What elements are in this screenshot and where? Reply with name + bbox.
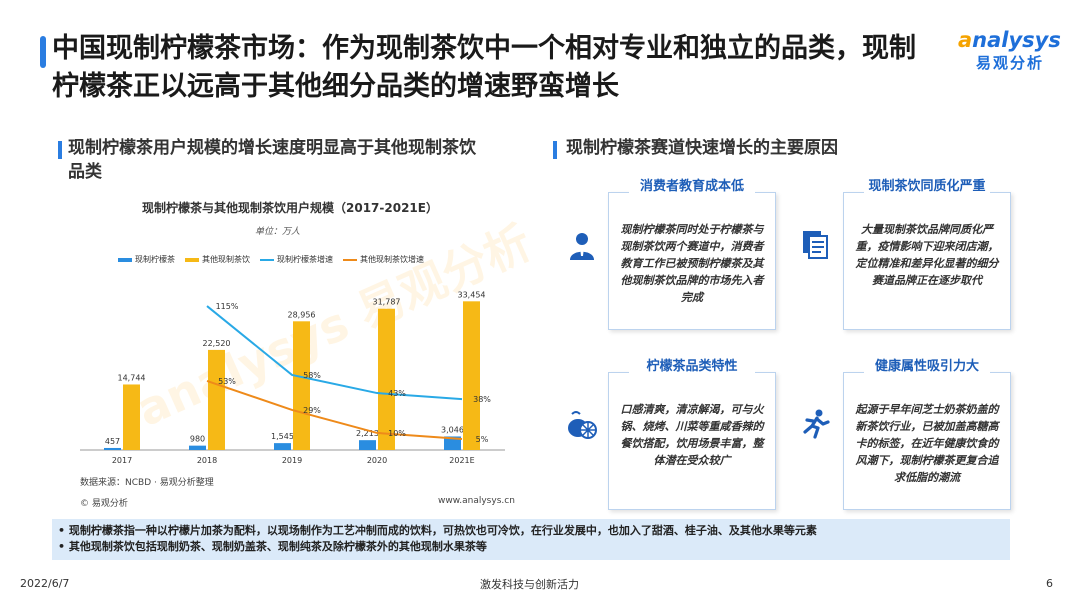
x-tick-label: 2020 (367, 456, 387, 465)
bar-other-tea (378, 308, 395, 450)
x-tick-label: 2018 (197, 456, 217, 465)
chart-unit: 单位：万人 (255, 227, 301, 237)
logo-wordmark: nalysys (972, 28, 1061, 52)
line-lemon-growth (206, 305, 463, 401)
bar-label-other-tea: 31,787 (373, 298, 401, 307)
note-item-definition: • 现制柠檬茶指一种以柠檬片加茶为配料，以现场制作为工艺冲制而成的饮料，可热饮也… (58, 524, 817, 537)
footer-date: 2022/6/7 (20, 577, 70, 590)
chart-title: 现制柠檬茶与其他现制茶饮用户规模（2017-2021E） (142, 201, 438, 215)
legend-swatch-other-tea (185, 257, 199, 262)
point-label-other-growth: 5% (476, 435, 489, 444)
lemon-icon (568, 411, 597, 439)
note-item-other: • 其他现制茶饮包括现制奶茶、现制奶盖茶、现制纯茶及除柠檬茶外的其他现制水果茶等 (58, 540, 487, 553)
bar-label-other-tea: 22,520 (203, 339, 231, 348)
bar-label-other-tea: 14,744 (118, 373, 146, 382)
legend-other-growth: 其他现制茶饮增速 (343, 254, 424, 265)
chart-url: www.analysys.cn (438, 496, 515, 506)
note-text: 其他现制茶饮包括现制奶茶、现制奶盖茶、现制纯茶及除柠檬茶外的其他现制水果茶等 (68, 540, 487, 553)
x-tick-label: 2017 (112, 456, 132, 465)
bar-label-lemon-tea: 457 (105, 437, 120, 446)
reason-title: 柠檬茶品类特性 (629, 359, 755, 375)
bar-lemon-tea (444, 436, 461, 450)
bar-label-other-tea: 33,454 (458, 290, 486, 299)
title-accent-bar (40, 36, 46, 68)
legend-swatch-lemon-tea (118, 257, 132, 262)
reason-card-health: 健康属性吸引力大 起源于早年间芝士奶茶奶盖的新茶饮行业，已被加盖高糖高卡的标签，… (843, 359, 1011, 510)
user-scale-chart: 457 14,744 2017 980 22,520 2018 1,545 28,956 201… (80, 290, 505, 465)
chart-source: 数据来源：NCBD · 易观分析整理 (80, 478, 214, 488)
point-label-other-growth: 10% (388, 429, 406, 438)
legend-label-other-growth: 其他现制茶饮增速 (360, 255, 424, 264)
legend-lemon-tea: 现制柠檬茶 (118, 254, 175, 265)
note-text: 现制柠檬茶指一种以柠檬片加茶为配料，以现场制作为工艺冲制而成的饮料，可热饮也可冷… (68, 524, 817, 537)
legend-other-tea: 其他现制茶饮 (185, 254, 250, 265)
reason-title: 消费者教育成本低 (629, 179, 755, 195)
reason-title: 健康属性吸引力大 (864, 359, 990, 375)
legend-label-lemon-growth: 现制柠檬茶增速 (277, 255, 333, 264)
legend-lemon-growth: 现制柠檬茶增速 (260, 254, 333, 265)
reason-card-homogenization: 现制茶饮同质化严重 大量现制茶饮品牌同质化严重，疫情影响下迎来闭店潮，定位精准和… (843, 179, 1011, 330)
legend-label-lemon-tea: 现制柠檬茶 (135, 255, 175, 264)
reason-body: 口感清爽，清凉解渴，可与火锅、烧烤、川菜等重咸香辣的餐饮搭配，饮用场景丰富，整体… (620, 403, 764, 467)
x-tick-label: 2019 (282, 456, 302, 465)
bar-label-lemon-tea: 980 (190, 435, 205, 444)
bar-label-lemon-tea: 2,213 (356, 429, 379, 438)
page-title: 中国现制柠檬茶市场：作为现制茶饮中一个相对专业和独立的品类，现制柠檬茶正以远高于… (52, 33, 916, 102)
chart-copyright: © 易观分析 (80, 499, 128, 509)
point-label-lemon-growth: 58% (303, 371, 321, 380)
page-number: 6 (1046, 577, 1053, 590)
reason-card-education: 消费者教育成本低 现制柠檬茶同时处于柠檬茶与现制茶饮两个赛道中，消费者教育工作已… (608, 179, 776, 330)
legend-label-other-tea: 其他现制茶饮 (202, 255, 250, 264)
point-label-other-growth: 29% (303, 406, 321, 415)
point-label-lemon-growth: 43% (388, 389, 406, 398)
footer-slogan: 激发科技与创新活力 (480, 578, 579, 591)
bar-other-tea (463, 301, 480, 450)
left-heading-bar (58, 141, 62, 159)
bar-other-tea (208, 349, 225, 450)
bar-label-lemon-tea: 3,046 (441, 425, 464, 434)
bar-lemon-tea (189, 445, 206, 450)
x-tick-label: 2021E (449, 456, 474, 465)
point-label-lemon-growth: 115% (216, 302, 239, 311)
notes-box: • 现制柠檬茶指一种以柠檬片加茶为配料，以现场制作为工艺冲制而成的饮料，可热饮也… (52, 519, 1010, 560)
reason-body: 现制柠檬茶同时处于柠檬茶与现制茶饮两个赛道中，消费者教育工作已被预制柠檬茶及其他… (620, 223, 764, 304)
bar-lemon-tea (359, 440, 376, 450)
right-section-heading: 现制柠檬茶赛道快速增长的主要原因 (566, 138, 838, 158)
legend-swatch-lemon-growth (260, 258, 274, 261)
point-label-other-growth: 53% (218, 377, 236, 386)
documents-icon (803, 231, 828, 259)
logo-letter-a: a (958, 28, 973, 52)
reason-body: 大量现制茶饮品牌同质化严重，疫情影响下迎来闭店潮，定位精准和差异化显著的细分赛道… (855, 223, 999, 287)
bar-lemon-tea (274, 443, 291, 450)
reason-body: 起源于早年间芝士奶茶奶盖的新茶饮行业，已被加盖高糖高卡的标签，在近年健康饮食的风… (855, 403, 999, 484)
user-icon (570, 233, 594, 260)
bar-other-tea (293, 321, 310, 450)
reason-title: 现制茶饮同质化严重 (864, 179, 990, 195)
bar-other-tea (123, 384, 140, 450)
chart-legend: 现制柠檬茶 其他现制茶饮 现制柠檬茶增速 其他现制茶饮增速 (118, 254, 424, 265)
right-heading-bar (553, 141, 557, 159)
bar-label-lemon-tea: 1,545 (271, 432, 294, 441)
left-section-heading: 现制柠檬茶用户规模的增长速度明显高于其他现制茶饮品类 (68, 138, 476, 182)
logo-cn-text: 易观分析 (976, 54, 1045, 72)
runner-icon (803, 409, 830, 439)
bar-label-other-tea: 28,956 (288, 310, 316, 319)
point-label-lemon-growth: 38% (473, 395, 491, 404)
line-other-growth (206, 380, 463, 440)
reason-card-category: 柠檬茶品类特性 口感清爽，清凉解渴，可与火锅、烧烤、川菜等重咸香辣的餐饮搭配，饮… (608, 359, 776, 510)
bar-lemon-tea (104, 447, 121, 450)
analysys-logo: analysys 易观分析 (958, 28, 1068, 82)
legend-swatch-other-growth (343, 258, 357, 261)
